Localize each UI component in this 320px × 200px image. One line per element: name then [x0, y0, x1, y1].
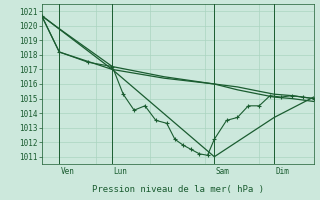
Text: Sam: Sam [216, 167, 229, 176]
Text: Dim: Dim [276, 167, 289, 176]
Text: Lun: Lun [114, 167, 128, 176]
Text: Ven: Ven [61, 167, 75, 176]
Text: Pression niveau de la mer( hPa ): Pression niveau de la mer( hPa ) [92, 185, 264, 194]
